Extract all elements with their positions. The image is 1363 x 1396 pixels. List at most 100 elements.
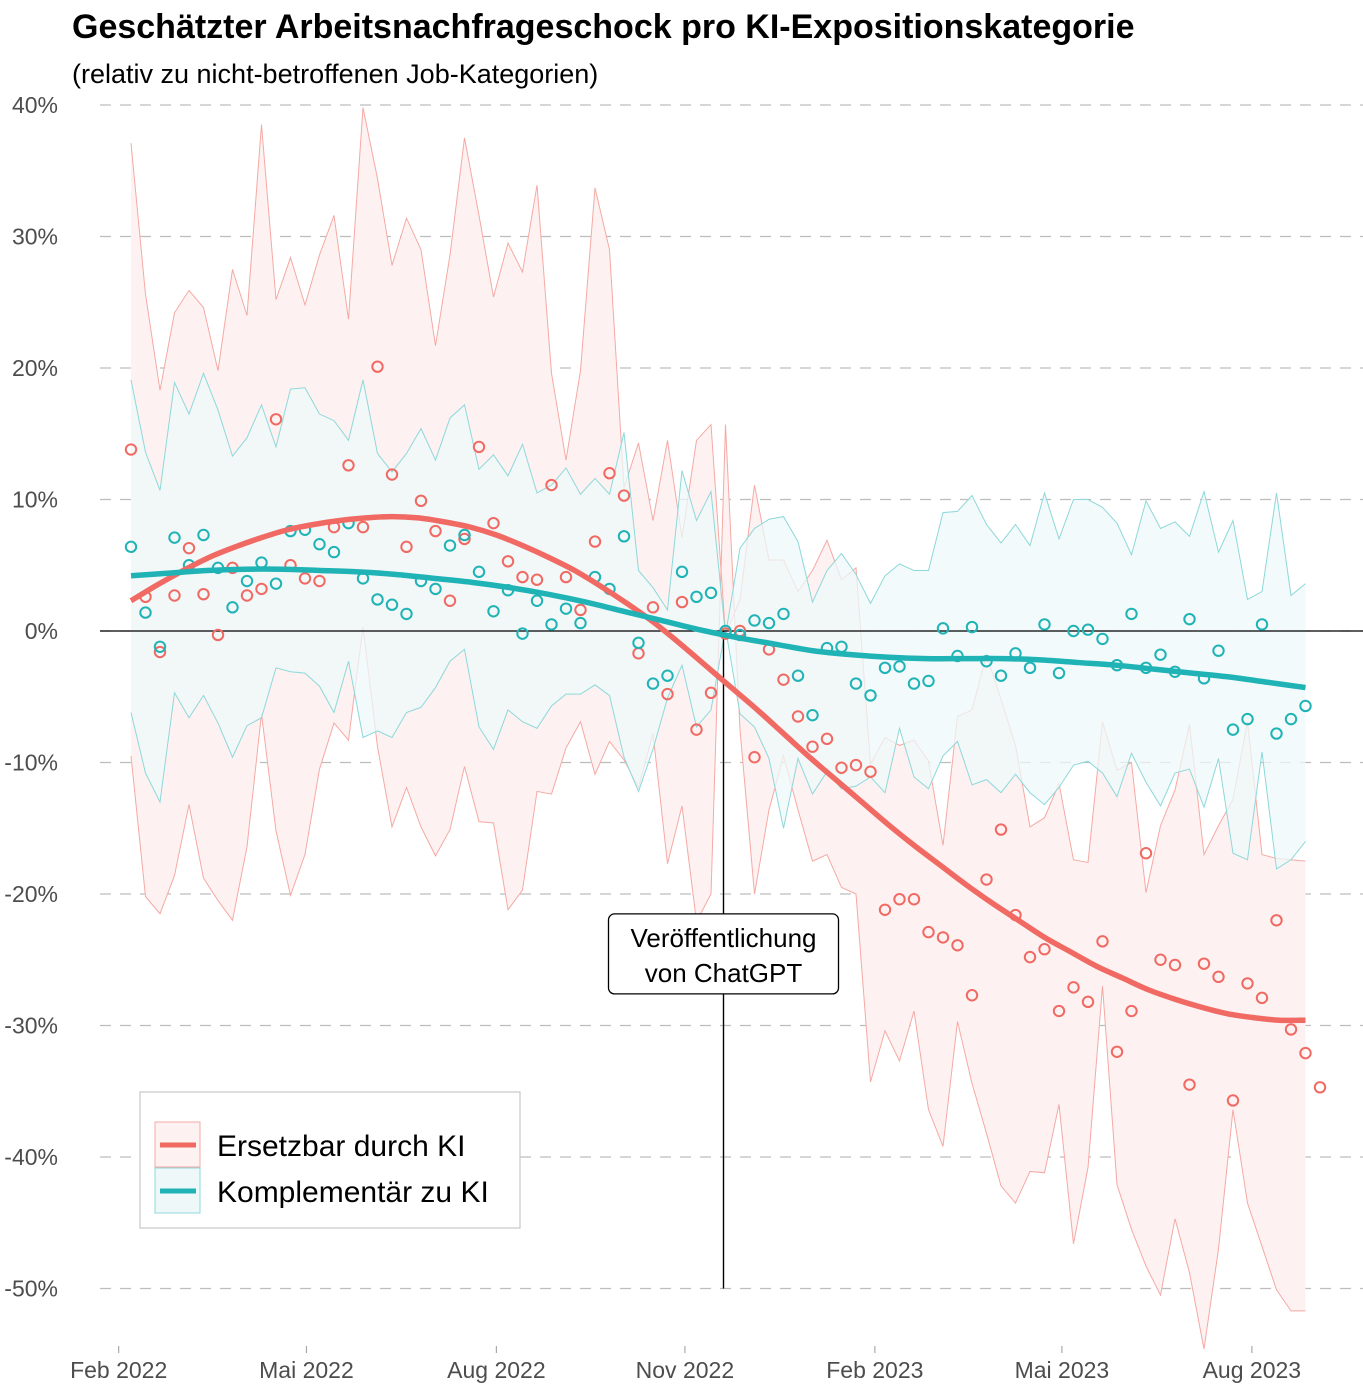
point-komplementaer (313, 538, 326, 551)
point-komplementaer (168, 531, 181, 544)
chart-title: Geschätzter Arbeitsnachfrageschock pro K… (72, 8, 1134, 46)
point-komplementaer (1183, 612, 1196, 626)
point-ersetzbar (530, 573, 544, 586)
point-ersetzbar (922, 925, 935, 939)
point-ersetzbar (777, 673, 790, 686)
legend-label-ersetzbar: Ersetzbar durch KI (217, 1130, 465, 1163)
point-komplementaer (864, 689, 877, 702)
point-komplementaer (574, 616, 587, 630)
ribbon-komplementaer-lower (130, 628, 1306, 870)
point-komplementaer (124, 540, 138, 554)
point-ersetzbar (704, 686, 718, 700)
point-komplementaer (240, 574, 254, 588)
y-tick-label: 40% (12, 92, 58, 118)
legend-label-komplementaer: Komplementär zu KI (217, 1176, 489, 1209)
point-ersetzbar (342, 459, 355, 472)
point-ersetzbar (893, 893, 906, 906)
point-ersetzbar (269, 413, 283, 426)
point-komplementaer (443, 539, 457, 552)
legend-box (139, 1091, 521, 1229)
point-komplementaer (1081, 623, 1095, 636)
data-points (124, 360, 1327, 1107)
point-komplementaer (632, 636, 645, 650)
point-ersetzbar (1038, 943, 1051, 956)
x-tick-label: Aug 2023 (1203, 1357, 1301, 1383)
legend: Ersetzbar durch KI Komplementär zu KI (139, 1091, 521, 1229)
point-ersetzbar (936, 931, 950, 944)
point-ersetzbar (1168, 958, 1182, 972)
point-ersetzbar (791, 710, 805, 723)
point-ersetzbar (298, 572, 312, 585)
point-ersetzbar (1270, 914, 1283, 927)
point-komplementaer (617, 530, 631, 543)
point-komplementaer (371, 593, 384, 606)
point-ersetzbar (240, 589, 254, 602)
point-komplementaer (878, 661, 892, 675)
point-ersetzbar (661, 687, 674, 701)
point-ersetzbar (124, 443, 138, 456)
point-komplementaer (675, 565, 689, 579)
point-ersetzbar (849, 758, 863, 772)
point-komplementaer (704, 586, 718, 600)
point-komplementaer (400, 607, 413, 621)
point-ersetzbar (168, 589, 181, 602)
point-ersetzbar (907, 893, 921, 906)
point-komplementaer (1125, 607, 1138, 621)
point-ersetzbar (1052, 1004, 1066, 1018)
y-tick-label: -30% (4, 1013, 58, 1039)
x-tick-label: Nov 2022 (636, 1357, 734, 1383)
point-ersetzbar (211, 628, 225, 642)
point-ersetzbar (864, 765, 877, 778)
point-ersetzbar (1154, 953, 1167, 966)
point-ersetzbar (1313, 1081, 1327, 1094)
x-tick-label: Feb 2023 (826, 1357, 923, 1383)
point-ersetzbar (487, 516, 500, 530)
point-komplementaer (1270, 727, 1283, 740)
point-komplementaer (1096, 632, 1109, 646)
point-komplementaer (748, 614, 761, 627)
point-ersetzbar (1284, 1023, 1298, 1036)
point-ersetzbar (980, 873, 993, 886)
point-komplementaer (922, 674, 935, 688)
point-ersetzbar (559, 570, 573, 584)
point-ersetzbar (400, 540, 413, 554)
point-komplementaer (806, 708, 819, 722)
point-ersetzbar (574, 603, 587, 617)
x-tick-label: Mai 2023 (1015, 1357, 1110, 1383)
point-ersetzbar (197, 587, 210, 601)
point-ersetzbar (965, 989, 979, 1002)
point-ersetzbar (1125, 1004, 1138, 1018)
point-ersetzbar (153, 645, 167, 659)
point-ersetzbar (617, 489, 631, 502)
point-ersetzbar (545, 478, 558, 492)
point-komplementaer (690, 590, 703, 604)
point-komplementaer (907, 677, 921, 690)
point-komplementaer (1212, 644, 1225, 657)
point-komplementaer (530, 594, 544, 607)
ribbon-komplementaer-upper (130, 371, 1306, 636)
point-komplementaer (516, 627, 529, 640)
y-tick-label: -50% (4, 1276, 58, 1302)
y-tick-label: 30% (12, 224, 58, 250)
point-komplementaer (153, 640, 167, 653)
point-ersetzbar (182, 541, 196, 555)
point-ersetzbar (429, 524, 442, 538)
point-ersetzbar (1255, 991, 1269, 1005)
point-komplementaer (849, 677, 863, 690)
point-ersetzbar (994, 823, 1008, 836)
point-ersetzbar (414, 494, 428, 508)
point-ersetzbar (1139, 847, 1153, 860)
point-komplementaer (327, 545, 341, 559)
y-axis: 40% 30% 20% 10% 0% -10% -20% -30% -40% -50% (4, 92, 58, 1302)
point-ersetzbar (313, 574, 326, 588)
point-ersetzbar (1023, 950, 1037, 964)
trend-ersetzbar (129, 513, 1306, 1024)
point-komplementaer (1284, 712, 1298, 726)
annotation-line-1: Veröffentlichung (631, 923, 817, 953)
point-ersetzbar (371, 360, 384, 373)
x-tick-label: Mai 2022 (259, 1357, 354, 1383)
point-komplementaer (791, 669, 805, 682)
point-ersetzbar (748, 751, 761, 764)
point-komplementaer (269, 577, 283, 590)
